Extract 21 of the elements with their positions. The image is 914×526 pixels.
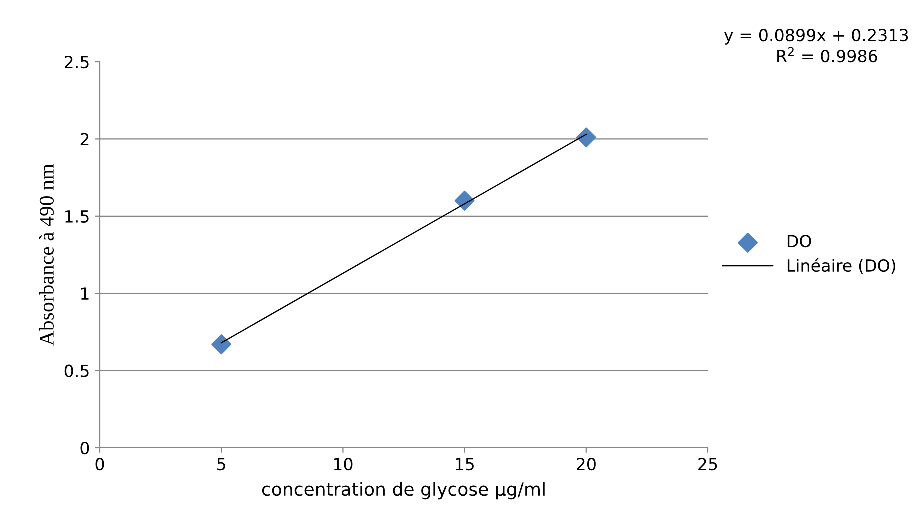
point xyxy=(576,128,596,148)
legend-label: Linéaire (DO) xyxy=(788,258,896,274)
x-tick-label: 25 xyxy=(698,458,718,471)
y-tick-label: 2.5 xyxy=(64,56,89,69)
text: R$^{2}$ = 0.9986 xyxy=(778,47,878,63)
x-tick-label: 0 xyxy=(96,458,104,471)
point xyxy=(212,334,232,355)
point xyxy=(454,190,475,211)
y-tick-label: 2 xyxy=(80,133,89,146)
y-tick-label: 1 xyxy=(82,288,89,300)
x-tick-label: 20 xyxy=(577,458,596,471)
x-tick-label: 15 xyxy=(456,458,474,471)
x-tick-label: 10 xyxy=(334,458,353,471)
y-tick-label: 0 xyxy=(80,442,90,455)
text: y = 0.0899x + 0.2313 xyxy=(724,29,908,45)
x-axis-title: concentration de glycose µg/ml xyxy=(262,482,545,500)
x-tick-label: 5 xyxy=(218,458,226,471)
y-tick-label: 0.5 xyxy=(64,364,89,378)
y-axis-title: Absorbance à 490 nm xyxy=(39,164,54,346)
y-tick-label: 1.5 xyxy=(66,210,89,223)
legend-label: DO xyxy=(788,234,812,248)
